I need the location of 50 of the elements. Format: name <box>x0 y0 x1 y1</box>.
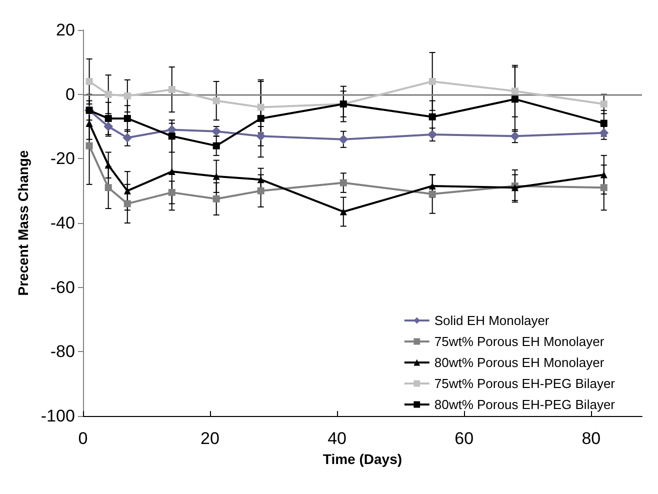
y-tick-label: -100 <box>40 406 75 426</box>
point <box>122 133 132 142</box>
point <box>124 114 131 122</box>
legend-label: 80wt% Porous EH-PEG Bilayer <box>434 397 616 412</box>
point <box>338 134 348 144</box>
point <box>86 78 93 85</box>
y-tick-label: -60 <box>50 278 75 297</box>
x-tick-label: 20 <box>200 429 220 448</box>
point <box>511 88 518 95</box>
point <box>104 122 113 131</box>
point <box>168 168 176 176</box>
point <box>212 142 220 150</box>
point <box>511 96 518 103</box>
point <box>212 97 220 104</box>
point <box>257 104 264 111</box>
y-tick-label: -20 <box>50 149 75 168</box>
point <box>340 179 347 186</box>
point <box>104 184 112 192</box>
legend-label: 80wt% Porous EH Monolayer <box>434 355 605 370</box>
point <box>257 114 264 122</box>
point <box>428 182 436 190</box>
x-axis-title: Time (Days) <box>322 451 402 467</box>
point <box>600 100 608 108</box>
x-tick-label: 40 <box>328 429 347 448</box>
legend-label: 75wt% Porous EH-PEG Bilayer <box>434 376 616 391</box>
x-tick-label: 80 <box>582 429 601 448</box>
y-tick-label: -80 <box>50 342 75 362</box>
point <box>600 184 608 192</box>
point <box>168 188 176 196</box>
x-tick-label: 60 <box>454 429 474 448</box>
y-tick-label: 0 <box>65 84 75 104</box>
point <box>600 171 608 178</box>
y-tick-label: -40 <box>50 214 75 232</box>
point <box>212 195 220 202</box>
point <box>124 187 131 194</box>
point <box>212 172 220 180</box>
legend-label: 75wt% Porous EH Monolayer <box>434 334 605 349</box>
y-tick-label: 20 <box>56 20 75 40</box>
point <box>257 187 264 194</box>
y-axis-title: Precent Mass Change <box>15 150 31 296</box>
legend-label: Solid EH Monolayer <box>434 313 550 328</box>
point <box>340 208 347 216</box>
point <box>124 200 131 208</box>
point <box>428 113 436 120</box>
point <box>124 92 131 100</box>
point <box>428 78 436 85</box>
point <box>104 90 112 98</box>
point <box>86 142 93 150</box>
point <box>168 86 176 94</box>
x-tick-label: 0 <box>78 429 88 448</box>
